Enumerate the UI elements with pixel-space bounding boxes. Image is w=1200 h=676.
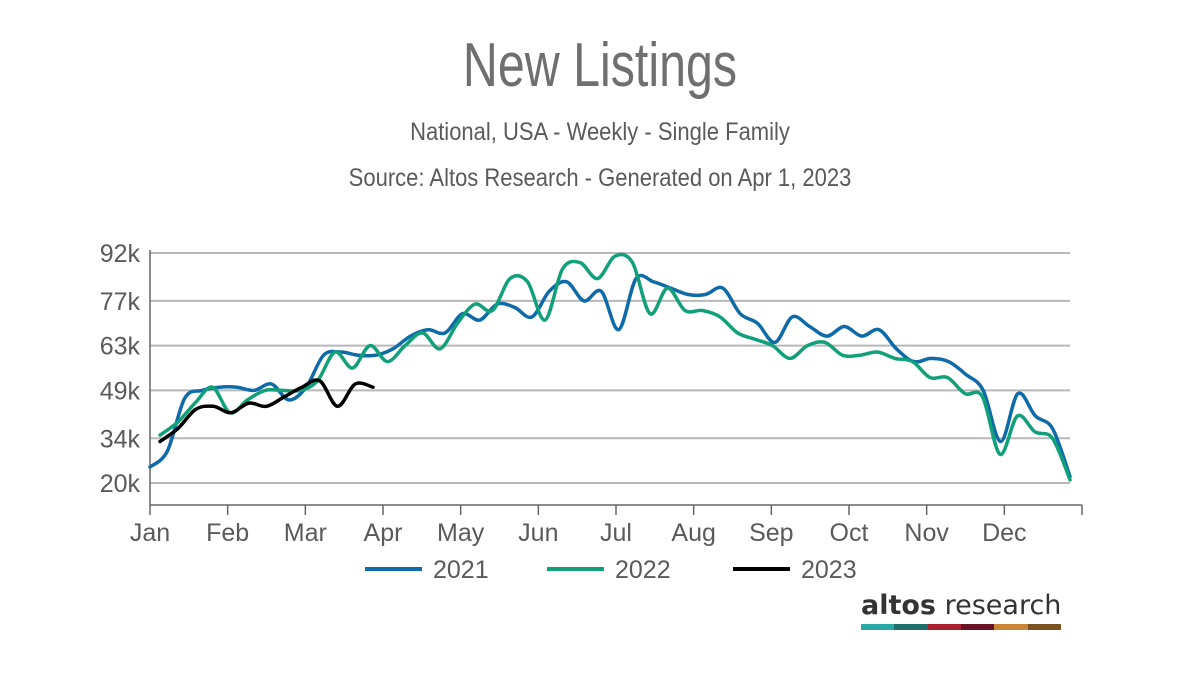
logo-bar-segment bbox=[861, 624, 895, 630]
x-tick-label: Mar bbox=[284, 519, 327, 547]
x-axis: Jan Feb Mar Apr May Jun Jul Aug Sep Oct Nov Dec bbox=[130, 250, 1083, 547]
x-tick-label: Jan bbox=[130, 519, 170, 547]
logo-bar-segment bbox=[960, 624, 995, 630]
legend-label-2022: 2022 bbox=[615, 556, 671, 584]
x-tick-label: Feb bbox=[206, 519, 249, 547]
logo-bold-text: altos bbox=[861, 590, 937, 621]
logo-bar-segment bbox=[994, 624, 1028, 630]
legend-label-2021: 2021 bbox=[433, 556, 489, 584]
y-tick-label: 77k bbox=[100, 288, 141, 316]
y-tick-label: 49k bbox=[100, 377, 141, 405]
x-tick-label: Nov bbox=[904, 519, 949, 547]
logo-bar-segment bbox=[894, 624, 928, 630]
chart-source: Source: Altos Research - Generated on Ap… bbox=[348, 164, 852, 192]
x-tick-label: Jun bbox=[518, 519, 558, 547]
x-tick-label: Jul bbox=[600, 519, 632, 547]
series-line-2023 bbox=[158, 378, 375, 444]
y-tick-label: 63k bbox=[100, 333, 141, 361]
logo-color-bar bbox=[861, 624, 1061, 630]
chart-title: New Listings bbox=[462, 31, 738, 100]
series-group bbox=[148, 252, 1072, 482]
x-tick-label: Sep bbox=[749, 519, 793, 547]
logo-bar-segment bbox=[1027, 624, 1061, 630]
grid-lines bbox=[150, 252, 1070, 484]
logo-bar-segment bbox=[927, 624, 961, 630]
y-axis: 20k 34k 49k 63k 77k 92k bbox=[100, 240, 141, 498]
y-tick-label: 34k bbox=[100, 425, 141, 453]
series-line-2022 bbox=[158, 252, 1072, 482]
x-tick-label: Aug bbox=[671, 519, 715, 547]
series-line-2021 bbox=[148, 273, 1072, 479]
chart-subtitle: National, USA - Weekly - Single Family bbox=[410, 118, 790, 146]
x-tick-label: Oct bbox=[830, 519, 869, 547]
legend-label-2023: 2023 bbox=[801, 556, 857, 584]
x-tick-label: Dec bbox=[982, 519, 1026, 547]
x-tick-label: May bbox=[437, 519, 485, 547]
y-tick-label: 92k bbox=[100, 240, 141, 268]
logo-regular-text: research bbox=[944, 590, 1062, 621]
x-tick-label: Apr bbox=[364, 519, 403, 547]
legend: 2021 2022 2023 bbox=[365, 556, 857, 584]
altos-research-logo: altos research bbox=[861, 590, 1061, 634]
y-tick-label: 20k bbox=[100, 470, 141, 498]
